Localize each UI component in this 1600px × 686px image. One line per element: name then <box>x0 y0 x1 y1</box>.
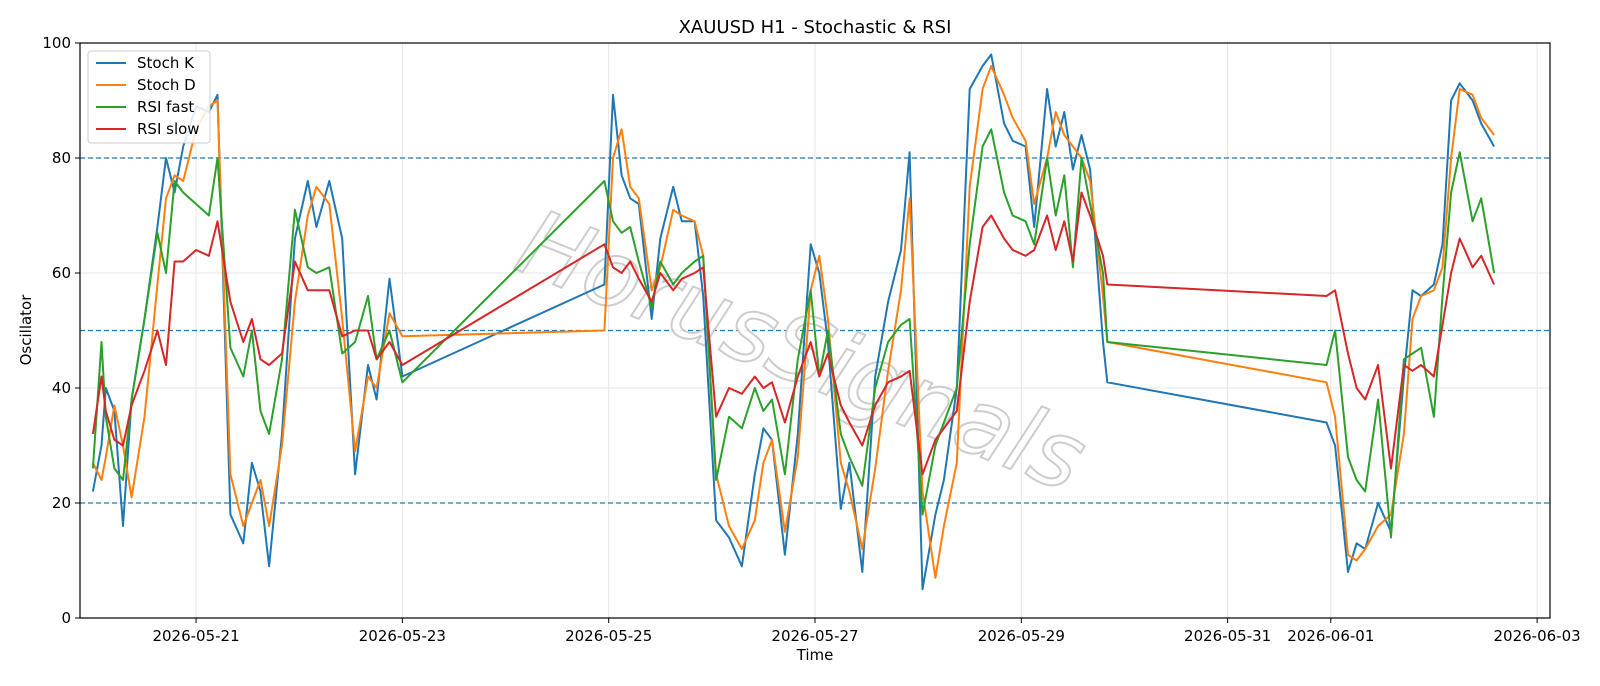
x-tick-label: 2026-06-03 <box>1494 627 1581 645</box>
chart-title: XAUUSD H1 - Stochastic & RSI <box>679 17 952 38</box>
series-line-rsi-slow <box>91 191 1496 476</box>
series-layer <box>91 53 1496 591</box>
y-tick-label: 100 <box>42 34 71 52</box>
x-tick-label: 2026-05-23 <box>359 627 446 645</box>
legend-label-stoch-k: Stoch K <box>137 54 195 72</box>
legend-label-rsi-fast: RSI fast <box>137 98 194 116</box>
y-tick-label: 60 <box>52 264 71 282</box>
legend-label-stoch-d: Stoch D <box>137 76 196 94</box>
x-tick-label: 2026-06-01 <box>1287 627 1374 645</box>
y-axis-title: Oscillator <box>17 294 35 366</box>
x-tick-label: 2026-05-27 <box>771 627 858 645</box>
watermark-text: HorusSignals <box>504 189 1100 513</box>
x-axis-ticks: 2026-05-21 2026-05-23 2026-05-25 2026-05-27… <box>152 618 1581 645</box>
series-line-stoch-d <box>92 65 1495 579</box>
y-tick-label: 20 <box>52 494 71 512</box>
x-tick-label: 2026-05-31 <box>1184 627 1271 645</box>
y-tick-label: 40 <box>52 379 71 397</box>
x-axis-title: Time <box>796 646 834 664</box>
legend: Stoch K Stoch D RSI fast RSI slow <box>87 50 211 144</box>
x-tick-label: 2026-05-25 <box>565 627 652 645</box>
x-tick-label: 2026-05-29 <box>978 627 1065 645</box>
y-tick-label: 0 <box>61 609 71 627</box>
watermark: HorusSignals <box>503 188 1101 514</box>
legend-box <box>87 50 211 144</box>
legend-label-rsi-slow: RSI slow <box>137 120 200 138</box>
y-axis-ticks: 0 20 40 60 80 100 <box>42 34 80 627</box>
y-tick-label: 80 <box>52 149 71 167</box>
series-line-stoch-k <box>91 53 1495 591</box>
series-line-rsi-fast <box>91 128 1496 539</box>
reference-lines <box>80 157 1550 504</box>
x-tick-label: 2026-05-21 <box>152 627 239 645</box>
